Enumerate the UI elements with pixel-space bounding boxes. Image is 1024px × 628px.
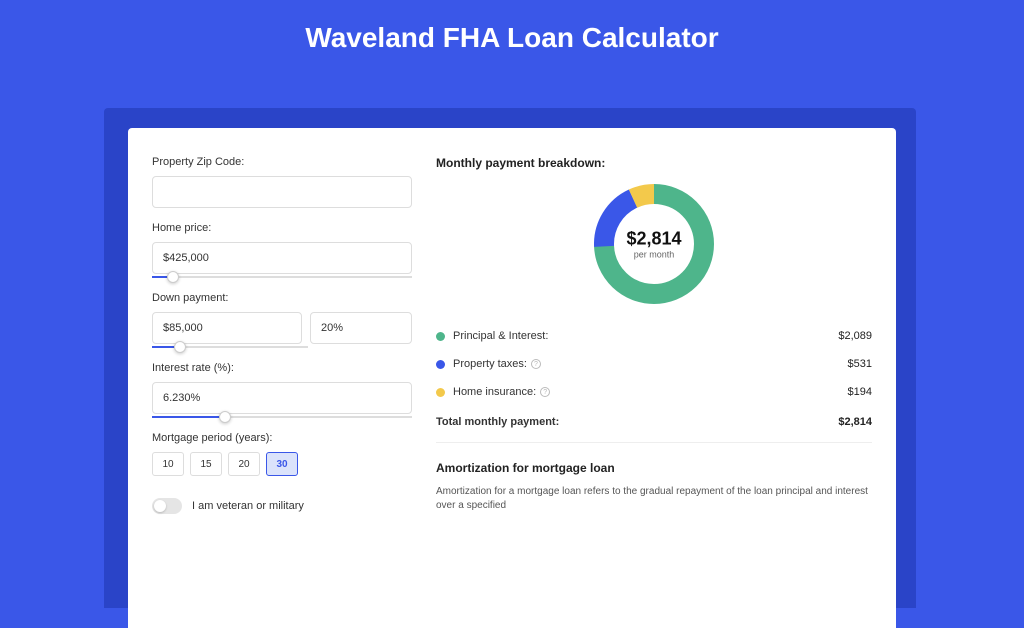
info-icon[interactable]: ? [540,387,550,397]
legend-value: $194 [848,386,872,398]
zip-label: Property Zip Code: [152,156,412,168]
legend-label: Principal & Interest: [453,330,838,342]
legend-value: $531 [848,358,872,370]
slider-thumb[interactable] [219,411,231,423]
legend-dot [436,388,445,397]
amortization-text: Amortization for a mortgage loan refers … [436,485,872,513]
period-btn-30[interactable]: 30 [266,452,298,476]
period-btn-15[interactable]: 15 [190,452,222,476]
down-payment-slider[interactable] [152,346,308,348]
zip-field-group: Property Zip Code: [152,156,412,208]
total-value: $2,814 [838,416,872,428]
total-label: Total monthly payment: [436,416,838,428]
legend-row: Home insurance:?$194 [436,378,872,406]
legend-label: Home insurance:? [453,386,848,398]
total-row: Total monthly payment: $2,814 [436,406,872,443]
home-price-label: Home price: [152,222,412,234]
interest-rate-label: Interest rate (%): [152,362,412,374]
calculator-card: Property Zip Code: Home price: Down paym… [128,128,896,628]
donut-sub: per month [626,250,681,260]
home-price-group: Home price: [152,222,412,278]
veteran-label: I am veteran or military [192,500,304,512]
mortgage-period-group: Mortgage period (years): 10152030 [152,432,412,476]
down-payment-group: Down payment: [152,292,412,348]
legend-row: Principal & Interest:$2,089 [436,322,872,350]
legend-value: $2,089 [838,330,872,342]
breakdown-panel: Monthly payment breakdown: $2,814 per mo… [436,156,872,600]
amortization-title: Amortization for mortgage loan [436,461,872,475]
slider-thumb[interactable] [167,271,179,283]
interest-rate-input[interactable] [152,382,412,414]
info-icon[interactable]: ? [531,359,541,369]
donut-chart: $2,814 per month [436,184,872,304]
legend-dot [436,360,445,369]
legend-label: Property taxes:? [453,358,848,370]
legend-row: Property taxes:?$531 [436,350,872,378]
period-btn-10[interactable]: 10 [152,452,184,476]
period-options: 10152030 [152,452,412,476]
legend-dot [436,332,445,341]
toggle-knob [154,500,166,512]
slider-thumb[interactable] [174,341,186,353]
slider-fill [152,416,225,418]
breakdown-title: Monthly payment breakdown: [436,156,872,170]
mortgage-period-label: Mortgage period (years): [152,432,412,444]
down-payment-percent-input[interactable] [310,312,412,344]
page-title: Waveland FHA Loan Calculator [0,0,1024,54]
form-panel: Property Zip Code: Home price: Down paym… [152,156,412,600]
donut-amount: $2,814 [626,229,681,250]
donut-center: $2,814 per month [626,229,681,260]
interest-rate-group: Interest rate (%): [152,362,412,418]
home-price-input[interactable] [152,242,412,274]
down-payment-amount-input[interactable] [152,312,302,344]
down-payment-label: Down payment: [152,292,412,304]
home-price-slider[interactable] [152,276,412,278]
legend: Principal & Interest:$2,089Property taxe… [436,322,872,406]
zip-input[interactable] [152,176,412,208]
period-btn-20[interactable]: 20 [228,452,260,476]
interest-rate-slider[interactable] [152,416,412,418]
